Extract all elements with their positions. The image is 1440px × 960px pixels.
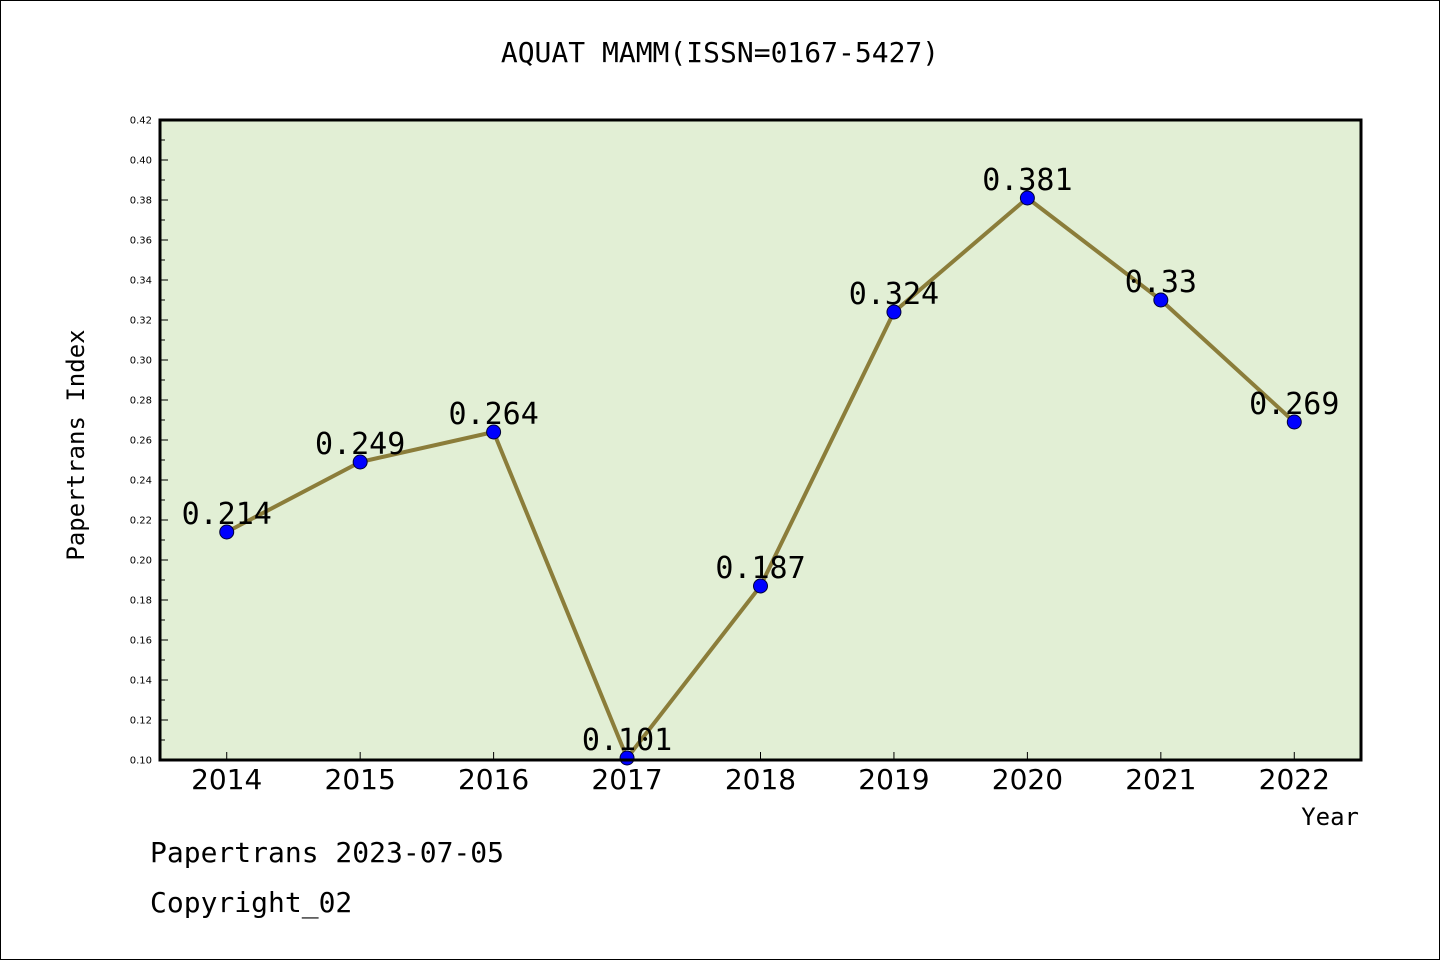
y-tick-label: 0.20 [130, 556, 152, 567]
y-tick-label: 0.38 [130, 196, 152, 207]
y-tick-label: 0.32 [130, 316, 152, 327]
data-label: 0.264 [448, 397, 538, 432]
data-label: 0.187 [715, 551, 805, 586]
data-point [352, 454, 368, 470]
data-point [1019, 190, 1035, 206]
x-tick-label: 2016 [458, 763, 529, 796]
data-label: 0.381 [982, 163, 1072, 198]
x-axis: 2014 2015 2016 2017 2018 2019 2020 2021 2022 [191, 752, 1330, 796]
data-label: 0.249 [315, 427, 405, 462]
y-tick-label: 0.22 [130, 516, 152, 527]
x-tick-label: 2018 [725, 763, 796, 796]
y-tick-label: 0.34 [130, 276, 152, 287]
x-tick-label: 2014 [191, 763, 262, 796]
footer-date: Papertrans 2023-07-05 [150, 836, 505, 869]
y-axis: 0.10 0.12 0.14 0.16 0.18 0.20 0.22 0.24 0.26 0.28… [130, 116, 168, 767]
x-tick-label: 2019 [858, 763, 929, 796]
y-tick-label: 0.18 [130, 596, 152, 607]
data-label: 0.33 [1125, 265, 1197, 300]
data-label: 0.101 [582, 723, 672, 758]
series-layer: 0.214 0.249 0.264 0.101 0.187 0.324 0.381 0.33 0… [182, 163, 1339, 766]
y-tick-label: 0.16 [130, 636, 152, 647]
plot-border [158, 118, 1363, 762]
x-tick-label: 2020 [992, 763, 1063, 796]
data-point [1286, 414, 1302, 430]
y-tick-label: 0.28 [130, 396, 152, 407]
data-point [219, 524, 235, 540]
y-tick-label: 0.24 [130, 476, 152, 487]
footer-copyright: Copyright_02 [150, 886, 353, 919]
y-tick-label: 0.30 [130, 356, 152, 367]
y-axis-label: Papertrans Index [62, 329, 90, 560]
y-tick-label: 0.36 [130, 236, 152, 247]
x-tick-label: 2021 [1125, 763, 1196, 796]
x-axis-label: Year [1301, 803, 1359, 831]
y-tick-label: 0.10 [130, 756, 152, 767]
plot-area [160, 120, 1361, 760]
data-label: 0.269 [1249, 387, 1339, 422]
chart-title: AQUAT MAMM(ISSN=0167-5427) [500, 36, 940, 69]
data-label: 0.324 [849, 277, 939, 312]
data-point [486, 424, 502, 440]
data-point [1153, 292, 1169, 308]
y-tick-label: 0.14 [130, 676, 152, 687]
x-tick-label: 2022 [1259, 763, 1330, 796]
y-tick-label: 0.40 [130, 156, 152, 167]
x-tick-label: 2015 [325, 763, 396, 796]
data-point [886, 304, 902, 320]
y-tick-label: 0.42 [130, 116, 152, 127]
data-point [753, 578, 768, 594]
y-tick-label: 0.12 [130, 716, 152, 727]
x-tick-label: 2017 [591, 763, 662, 796]
data-label: 0.214 [182, 497, 272, 532]
y-tick-label: 0.26 [130, 436, 152, 447]
